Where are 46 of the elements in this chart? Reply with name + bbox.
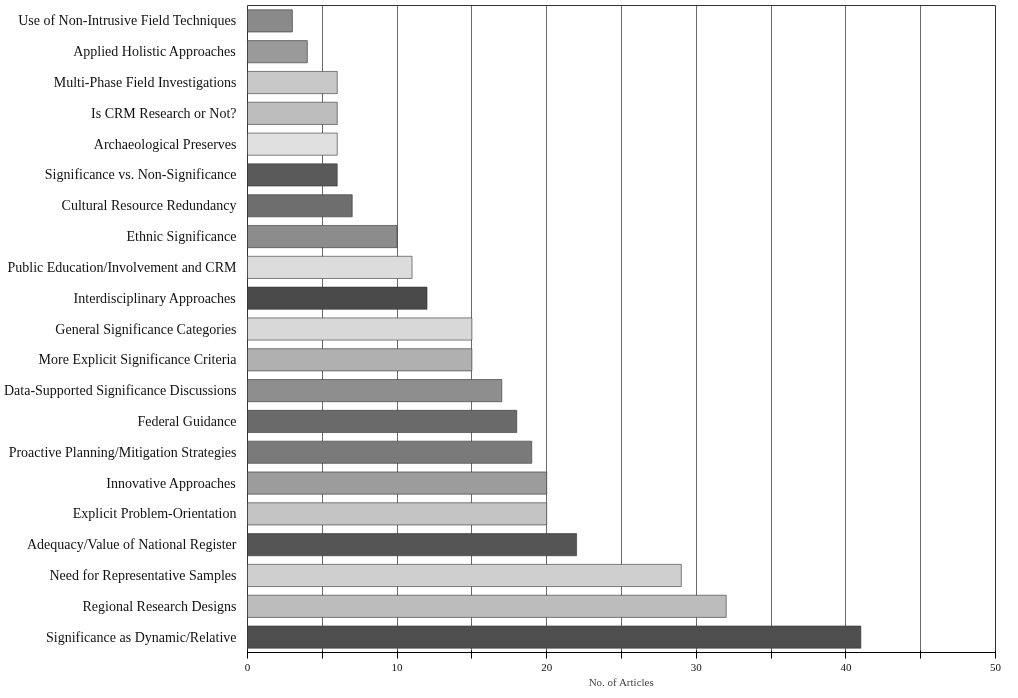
bar: [247, 440, 533, 464]
bar: [247, 471, 547, 495]
y-tick-label: Applied Holistic Approaches: [73, 44, 236, 60]
x-tick-label: 30: [690, 660, 703, 673]
y-tick-label: Explicit Problem-Orientation: [72, 506, 237, 522]
x-axis-title: No. of Articles: [588, 675, 654, 688]
bar: [247, 225, 398, 248]
bar: [247, 594, 727, 618]
bar: [247, 163, 338, 187]
y-tick-label: Use of Non-Intrusive Field Techniques: [18, 13, 237, 29]
y-tick-label: Adequacy/Value of National Register: [26, 537, 237, 553]
x-tick-label: 20: [541, 660, 553, 673]
y-tick-label: Regional Research Designs: [82, 598, 237, 614]
bar: [247, 379, 503, 403]
y-tick-label: General Significance Categories: [55, 321, 237, 337]
y-tick-label: Need for Representative Samples: [49, 567, 237, 583]
bar: [247, 317, 473, 341]
bar: [247, 564, 682, 587]
bar: [247, 71, 338, 94]
y-tick-label: Ethnic Significance: [126, 229, 237, 245]
bar: [247, 101, 338, 125]
x-tick-label: 50: [990, 660, 1002, 673]
x-tick-label: 10: [391, 660, 404, 673]
y-tick-label: Cultural Resource Redundancy: [61, 198, 237, 214]
bar: [247, 40, 308, 64]
y-tick-label: Interdisciplinary Approaches: [73, 290, 236, 306]
y-tick-label: Data-Supported Significance Discussions: [3, 383, 237, 399]
y-tick-label: Archaeological Preserves: [93, 136, 237, 152]
y-tick-label: Is CRM Research or Not?: [91, 105, 237, 121]
y-tick-label: More Explicit Significance Criteria: [38, 352, 238, 368]
y-tick-label: Significance as Dynamic/Relative: [46, 629, 237, 645]
x-tick-label: 0: [244, 660, 251, 673]
y-tick-label: Public Education/Involvement and CRM: [7, 259, 238, 275]
x-tick-label: 40: [840, 660, 852, 673]
bar: [247, 9, 293, 33]
bar: [247, 410, 518, 433]
bar: [247, 502, 547, 526]
bar: [247, 255, 413, 279]
y-tick-label: Innovative Approaches: [106, 475, 236, 491]
y-tick-label: Significance vs. Non-Significance: [44, 167, 237, 183]
y-tick-label: Proactive Planning/Mitigation Strategies: [8, 444, 237, 460]
y-tick-label: Multi-Phase Field Investigations: [53, 75, 237, 91]
bar: [247, 132, 338, 156]
bar: [247, 348, 473, 372]
y-tick-label: Federal Guidance: [137, 413, 237, 429]
bar: [247, 533, 577, 557]
